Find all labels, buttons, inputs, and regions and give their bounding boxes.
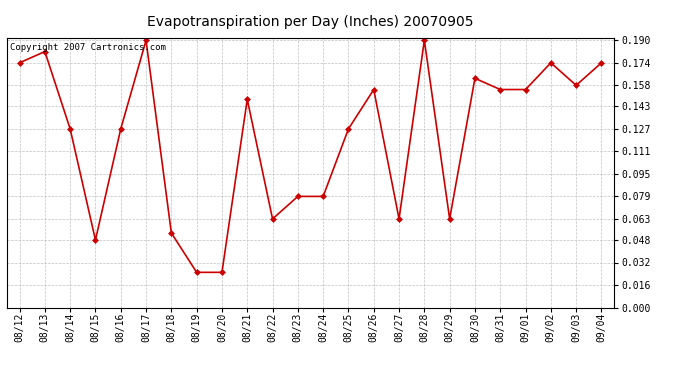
Text: Copyright 2007 Cartronics.com: Copyright 2007 Cartronics.com bbox=[10, 43, 166, 52]
Text: Evapotranspiration per Day (Inches) 20070905: Evapotranspiration per Day (Inches) 2007… bbox=[147, 15, 474, 29]
